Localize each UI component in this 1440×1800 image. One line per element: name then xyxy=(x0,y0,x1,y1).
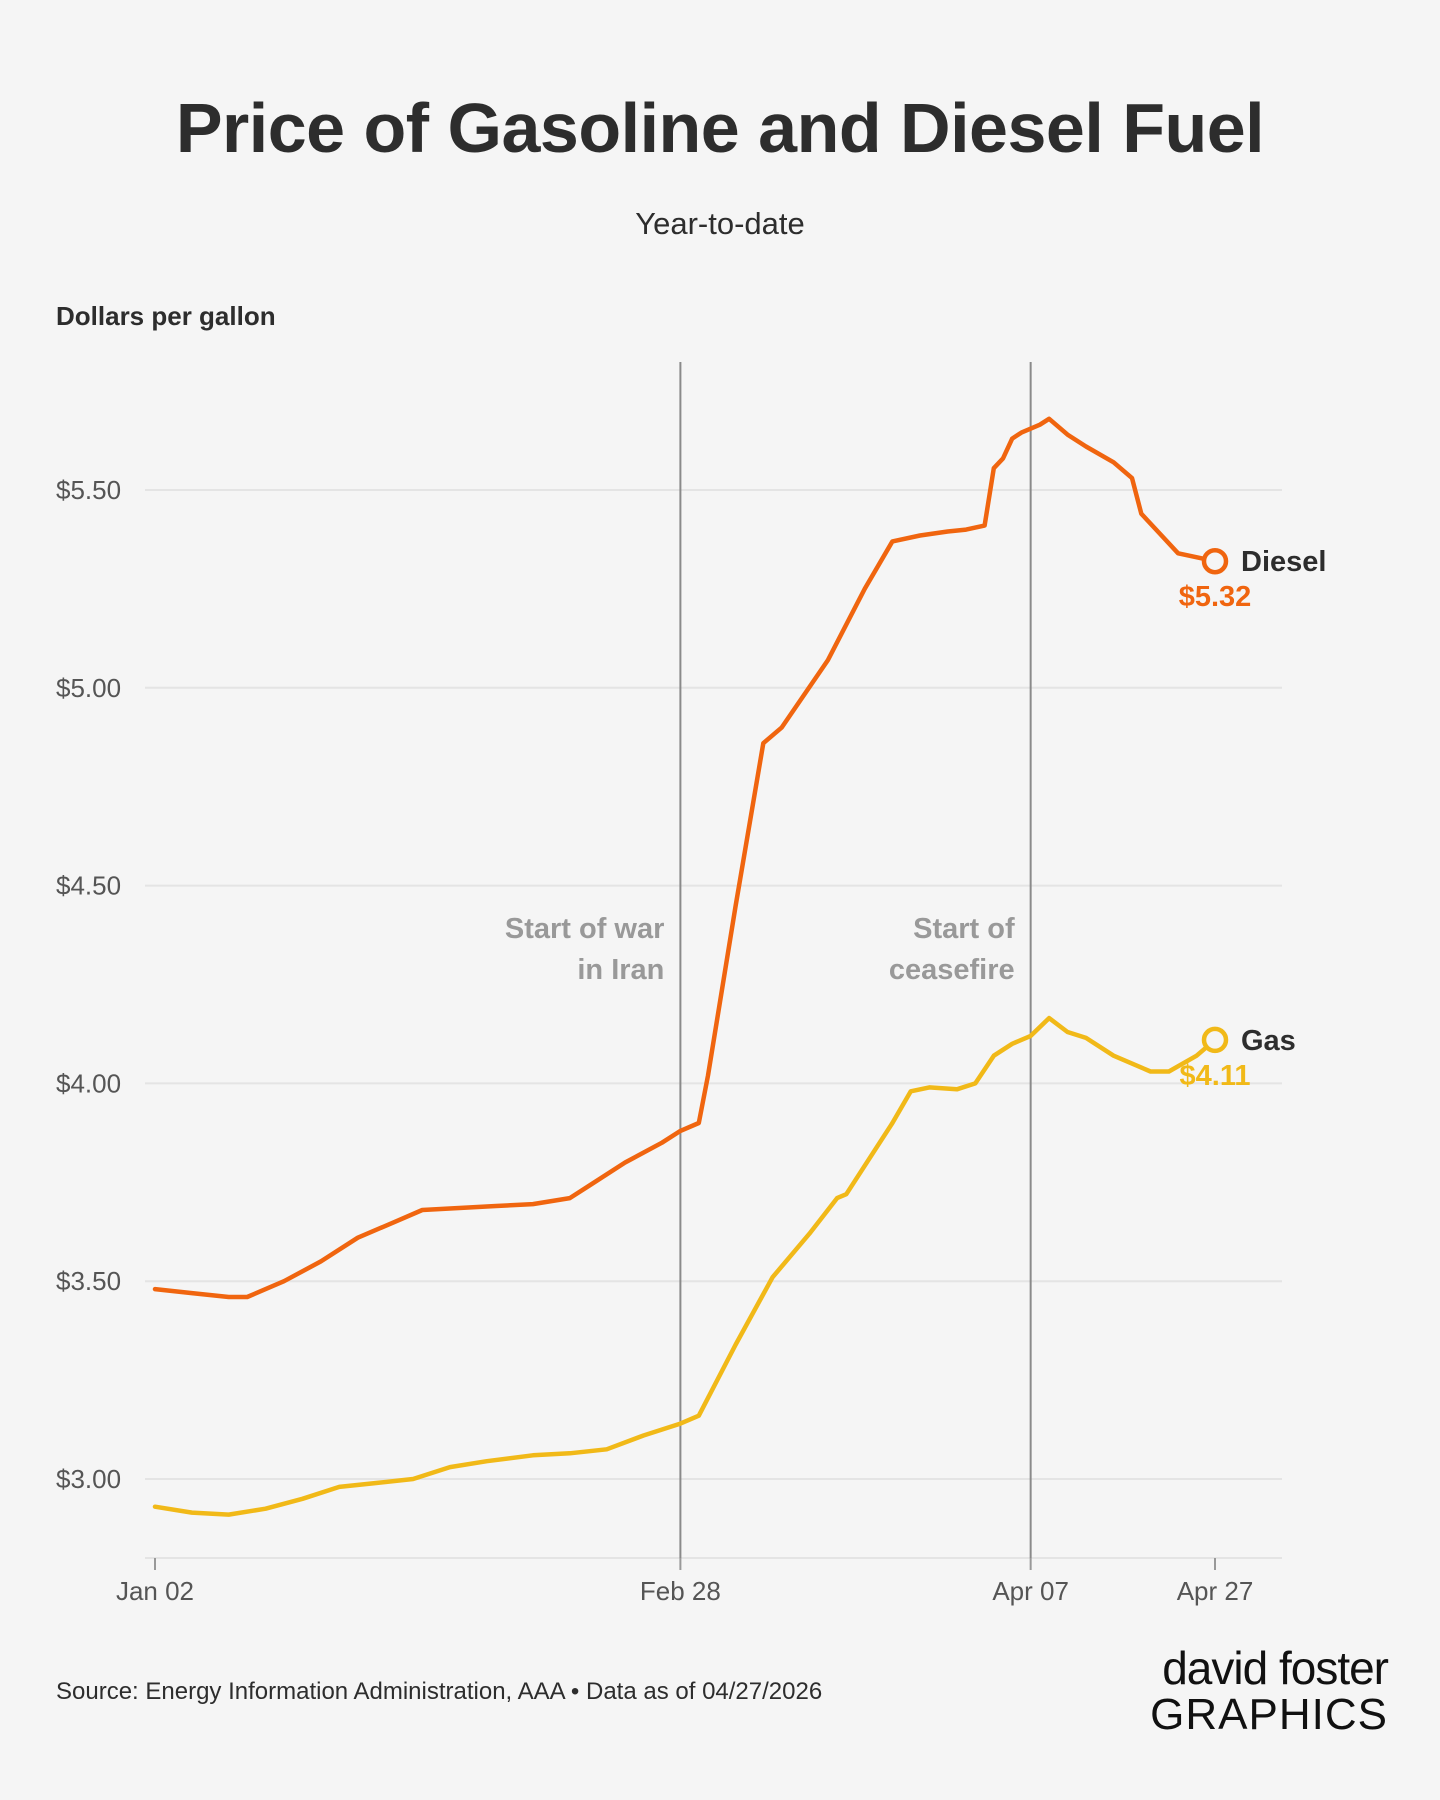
x-tick-label: Feb 28 xyxy=(640,1576,721,1606)
source-note: Source: Energy Information Administratio… xyxy=(56,1678,823,1705)
brand-logo: david foster GRAPHICS xyxy=(1148,1642,1389,1739)
logo-line-1: david foster xyxy=(1162,1642,1389,1694)
x-tick-label: Apr 27 xyxy=(1177,1576,1254,1606)
y-tick-label: $5.50 xyxy=(56,475,121,505)
y-tick-label: $5.00 xyxy=(56,673,121,703)
y-tick-label: $3.50 xyxy=(56,1266,121,1296)
x-tick-label: Apr 07 xyxy=(992,1576,1069,1606)
series-value-label: $5.32 xyxy=(1179,581,1252,613)
annotation-text: Start of xyxy=(913,913,1015,945)
annotation-text: Start of war xyxy=(505,913,665,945)
annotation-text: in Iran xyxy=(577,954,664,986)
series-name-label: Diesel xyxy=(1241,546,1326,578)
y-tick-label: $4.00 xyxy=(56,1068,121,1098)
x-tick-label: Jan 02 xyxy=(116,1576,194,1606)
y-tick-label: $4.50 xyxy=(56,871,121,901)
logo-line-2: GRAPHICS xyxy=(1150,1690,1388,1739)
chart-subtitle: Year-to-date xyxy=(635,206,805,241)
y-axis-label: Dollars per gallon xyxy=(56,301,276,331)
series-line-gas xyxy=(152,1015,1218,1517)
annotation-text: ceasefire xyxy=(889,954,1015,986)
series-line-diesel xyxy=(152,416,1218,1300)
series-end-marker xyxy=(1201,1026,1229,1054)
chart-title: Price of Gasoline and Diesel Fuel xyxy=(175,89,1265,167)
series-end-marker xyxy=(1201,547,1229,575)
series-value-label: $4.11 xyxy=(1180,1060,1251,1092)
y-tick-label: $3.00 xyxy=(56,1464,121,1494)
series-name-label: Gas xyxy=(1241,1025,1296,1057)
